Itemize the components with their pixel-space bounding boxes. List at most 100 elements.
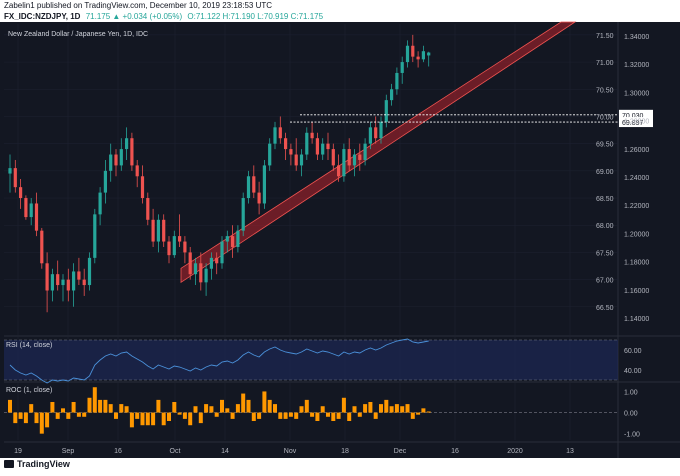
candle-body	[278, 127, 282, 139]
rsi-pane: 40.00 60.00	[4, 338, 642, 384]
candle-body	[395, 72, 399, 90]
candle-body	[146, 198, 150, 220]
roc-bar	[389, 406, 394, 413]
price-tick-label: 67.00	[596, 278, 614, 285]
candle-body	[310, 132, 314, 139]
candle-body	[156, 219, 160, 242]
roc-bar	[273, 404, 277, 413]
roc-bar	[357, 412, 362, 417]
candle-body	[93, 214, 97, 258]
candle-body	[19, 187, 23, 199]
candle-body	[178, 236, 182, 242]
candle-body	[24, 198, 28, 218]
chart-panes	[4, 22, 680, 458]
roc-bar	[66, 412, 71, 419]
tradingview-logo[interactable]: TradingView	[4, 459, 70, 469]
secondary-tick-label: 1.32000	[624, 62, 649, 69]
roc-bar	[426, 411, 431, 413]
candle-body	[315, 138, 319, 155]
roc-bar	[198, 412, 203, 424]
roc-bar	[267, 399, 272, 413]
price-tick-label: 71.00	[596, 60, 614, 67]
roc-bar	[161, 412, 166, 426]
roc-bar	[108, 404, 113, 413]
rsi-band-fill	[4, 340, 618, 380]
candle-body	[294, 154, 298, 166]
candle-body	[305, 132, 309, 155]
roc-bar	[119, 404, 124, 413]
candle-body	[342, 149, 346, 177]
candle-body	[77, 271, 81, 280]
rsi-tick-label: 40.00	[624, 368, 642, 375]
chart-title: New Zealand Dollar / Japanese Yen, 1D, I…	[8, 31, 148, 38]
candle-body	[45, 263, 49, 291]
roc-bar	[182, 412, 187, 419]
roc-bar	[23, 412, 28, 424]
price-tick-label: 69.00	[596, 169, 614, 176]
roc-bar	[410, 412, 415, 419]
price-tick-label: 71.50	[596, 33, 614, 40]
candle-body	[252, 176, 256, 193]
candle-body	[273, 127, 277, 144]
roc-bar	[257, 412, 262, 419]
candle-body	[162, 219, 166, 242]
roc-bar	[13, 412, 18, 424]
candle-body	[241, 198, 245, 231]
roc-title: ROC (1, close)	[6, 387, 52, 394]
roc-bar	[416, 412, 421, 415]
date-tick-label: Sep	[62, 448, 75, 455]
price-tick-label: 70.50	[596, 87, 614, 94]
roc-bar	[61, 408, 65, 413]
candle-body	[384, 100, 388, 122]
roc-bar	[368, 402, 373, 413]
roc-tick-label: 1.00	[624, 389, 638, 396]
roc-bar	[114, 412, 118, 419]
candle-body	[368, 127, 372, 144]
publish-text: Zabelin1 published on TradingView.com, D…	[4, 1, 273, 10]
roc-bar	[220, 399, 224, 413]
candle-body	[66, 279, 70, 291]
trend-channel	[180, 21, 577, 284]
candle-body	[299, 154, 304, 166]
date-tick-label: 18	[341, 448, 349, 455]
roc-bar	[336, 412, 341, 419]
rsi-line	[9, 338, 429, 384]
roc-tick-label: 0.00	[624, 411, 638, 418]
candle-body	[125, 138, 129, 150]
level-label-box	[619, 109, 653, 120]
roc-bar	[246, 399, 251, 413]
roc-bar	[151, 412, 156, 426]
roc-bar	[34, 412, 39, 424]
candle-body	[167, 241, 171, 256]
roc-bar	[326, 412, 330, 417]
candle-body	[411, 45, 415, 57]
roc-bar	[172, 402, 177, 413]
candle-body	[204, 268, 208, 283]
date-tick-label: 13	[566, 448, 574, 455]
roc-bar	[235, 404, 240, 413]
secondary-tick-label: 1.34000	[624, 34, 649, 41]
publish-info: Zabelin1 published on TradingView.com, D…	[4, 1, 272, 10]
roc-bar	[379, 404, 383, 413]
chart-background	[0, 22, 680, 458]
date-tick-label: Nov	[284, 448, 297, 455]
tradingview-logo-icon	[4, 460, 14, 468]
roc-bar	[347, 412, 352, 421]
candle-body	[140, 176, 145, 199]
date-tick-label: 16	[451, 448, 459, 455]
roc-bar	[405, 404, 410, 413]
candle-body	[209, 257, 213, 269]
candle-body	[50, 274, 54, 291]
candle-body	[8, 168, 12, 174]
candle-body	[114, 154, 118, 166]
candle-body	[421, 51, 425, 60]
roc-bar	[82, 412, 87, 417]
candle-body	[56, 274, 60, 286]
symbol-label[interactable]: FX_IDC:NZDJPY, 1D	[4, 12, 81, 21]
price-tick-label: 68.00	[596, 223, 614, 230]
candle-body	[416, 56, 420, 60]
price-tick-label: 68.50	[596, 196, 614, 203]
level-label: 70.030	[622, 113, 644, 120]
